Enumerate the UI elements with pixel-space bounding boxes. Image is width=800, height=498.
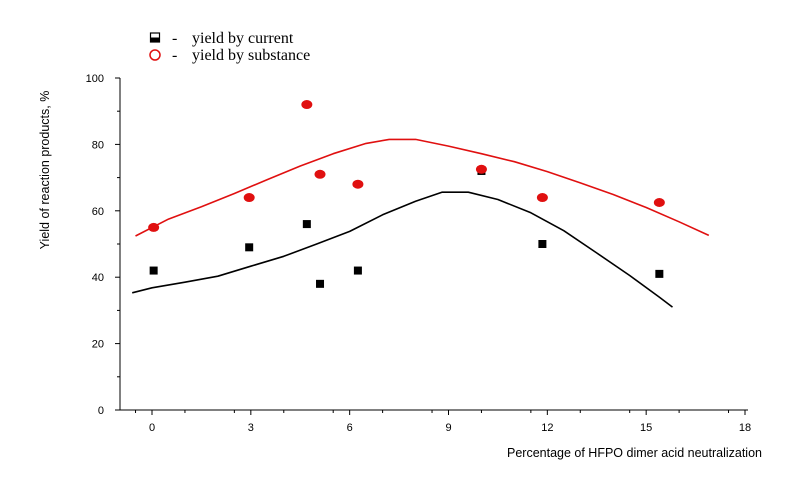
axes [119,78,748,411]
legend-item-yield-by-current: - yield by current [149,30,294,47]
x-tick-label: 9 [445,422,451,434]
fit-line-yield-by-current [132,191,673,308]
fit-line-yield-by-substance [135,138,710,237]
x-tick-label: 12 [541,422,553,434]
data-point-yield-by-current [316,279,325,288]
y-tick-label: 0 [98,405,104,417]
y-tick-label: 60 [92,206,104,218]
data-point-yield-by-current [655,269,664,278]
x-tick-label: 3 [248,422,254,434]
data-point-yield-by-substance [148,222,160,232]
y-tick-label: 100 [86,73,104,85]
data-point-yield-by-substance [475,164,487,174]
data-point-yield-by-current [245,243,254,252]
data-point-yield-by-current [302,220,311,229]
x-axis-title: Percentage of HFPO dimer acid neutraliza… [507,446,762,460]
data-point-yield-by-current [538,240,547,248]
legend-circle-marker [149,49,161,61]
y-tick-label: 40 [92,272,104,284]
x-tick-label: 18 [739,422,751,434]
data-point-yield-by-substance [536,193,548,203]
data-point-yield-by-substance [352,179,364,189]
data-point-yield-by-substance [243,193,255,203]
data-point-yield-by-substance [301,100,313,110]
legend-item-yield-by-substance: - yield by substance [149,47,310,64]
legend-dash: - [172,30,177,47]
y-axis-title: Yield of reaction products, % [38,91,52,250]
legend-dash: - [172,47,177,64]
x-tick-label: 6 [347,422,353,434]
fit-lines [132,138,710,308]
legend-square-marker-fill [150,37,160,42]
legend: - yield by current - yield by substance [149,30,310,64]
x-tick-label: 15 [640,422,652,434]
x-tick-label: 0 [149,422,155,434]
y-tick-label: 20 [92,339,104,351]
data-point-yield-by-current [353,266,362,275]
x-axis-ticks: 0 3 6 9 12 15 18 [135,410,751,434]
y-axis-ticks: 0 20 40 60 80 100 [86,73,120,417]
data-markers [148,100,665,288]
legend-label: yield by substance [192,47,310,64]
legend-label: yield by current [192,30,294,47]
y-tick-label: 80 [92,139,104,151]
data-point-yield-by-substance [314,169,326,179]
data-point-yield-by-current [149,266,158,275]
data-point-yield-by-substance [653,198,665,207]
